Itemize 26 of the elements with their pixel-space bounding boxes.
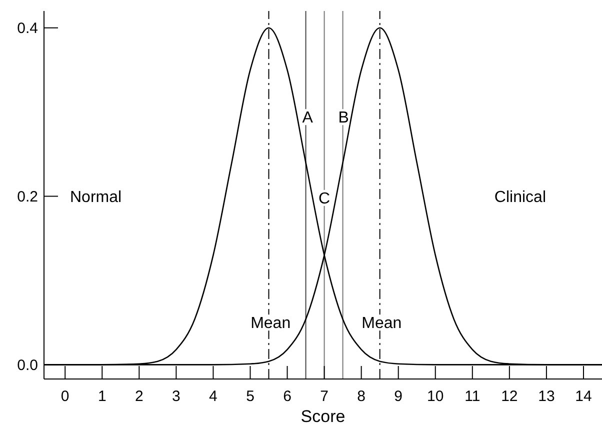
x-tick-label: 2	[134, 388, 144, 405]
x-tick-label: 12	[501, 388, 518, 405]
y-tick-label: 0.4	[17, 20, 38, 38]
annotation: Normal	[70, 188, 122, 206]
x-tick-label: 6	[283, 388, 292, 405]
x-tick-label: 7	[320, 388, 328, 405]
x-tick-label: 8	[357, 388, 366, 405]
annotation: B	[338, 110, 349, 127]
x-tick-label: 11	[464, 388, 480, 405]
x-tick-label: 3	[172, 388, 180, 405]
y-tick-label: 0.0	[17, 356, 38, 374]
x-tick-label: 4	[209, 388, 218, 405]
x-axis-title: Score	[300, 407, 346, 426]
x-tick-label: 9	[394, 388, 403, 405]
y-tick-label: 0.2	[17, 188, 38, 206]
annotation: A	[302, 110, 314, 127]
annotation: Clinical	[494, 188, 546, 206]
x-tick-label: 1	[98, 388, 106, 405]
x-tick-label: 14	[575, 388, 592, 405]
annotation: C	[318, 190, 330, 208]
x-tick-label: 10	[427, 388, 444, 405]
x-tick-label: 13	[538, 388, 555, 405]
annotation: Mean	[250, 315, 291, 332]
x-tick-label: 0	[60, 388, 70, 405]
x-tick-label: 5	[246, 388, 254, 405]
annotation: Mean	[362, 315, 402, 332]
